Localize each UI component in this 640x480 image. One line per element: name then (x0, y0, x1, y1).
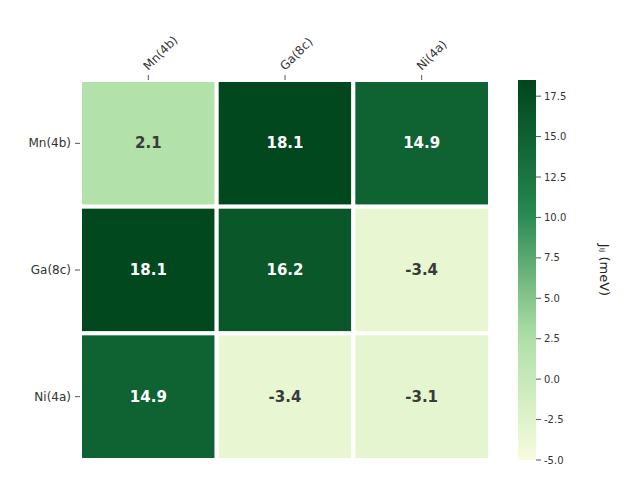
y-axis: Mn(4b) Ga(8c) Ni(4a) (28, 136, 80, 403)
data-label: 18.1 (130, 261, 167, 279)
y-tick (75, 270, 80, 271)
cell (217, 207, 354, 334)
data-label: -3.1 (405, 388, 438, 406)
data-label: -3.4 (269, 388, 302, 406)
x-axis: Mn(4b) Ga(8c) Ni(4a) (141, 33, 450, 80)
y-tick-label: Ni(4a) (34, 390, 71, 404)
colorbar-tick (536, 338, 541, 339)
data-label: 2.1 (135, 134, 162, 152)
colorbar-tick (536, 419, 541, 420)
colorbar-tick (536, 217, 541, 218)
x-tick (285, 75, 286, 80)
cells (80, 80, 490, 460)
colorbar-tick-label: 15.0 (544, 131, 566, 142)
colorbar-tick-label: 12.5 (544, 172, 566, 183)
cell (353, 333, 490, 460)
cell (353, 80, 490, 207)
colorbar-tick-label: 10.0 (544, 212, 566, 223)
data-label: 14.9 (403, 134, 440, 152)
colorbar: -5.0 -2.5 0.0 2.5 5.0 7.5 10.0 12.5 15.0 17.5 Jᵢⱼ … (518, 80, 612, 466)
colorbar-tick-label: 7.5 (544, 252, 560, 263)
colorbar-tick-label: -2.5 (544, 414, 564, 425)
x-tick (148, 75, 149, 80)
cell (353, 207, 490, 334)
data-label: 18.1 (266, 134, 303, 152)
x-tick-label: Ga(8c) (277, 35, 315, 73)
colorbar-tick-label: 5.0 (544, 293, 560, 304)
colorbar-tick-label: 17.5 (544, 91, 566, 102)
data-label: 16.2 (266, 261, 303, 279)
x-tick-label: Ni(4a) (414, 37, 450, 73)
colorbar-tick (536, 136, 541, 137)
data-label: 14.9 (130, 388, 167, 406)
cell (217, 333, 354, 460)
cell-labels: 2.1 18.1 14.9 18.1 16.2 -3.4 14.9 -3.4 -3.1 (130, 134, 440, 405)
colorbar-gradient (518, 80, 536, 460)
cell (80, 207, 217, 334)
cell (80, 333, 217, 460)
cell (80, 80, 217, 207)
data-label: -3.4 (405, 261, 438, 279)
y-tick (75, 396, 80, 397)
colorbar-tick (536, 257, 541, 258)
colorbar-tick (536, 96, 541, 97)
colorbar-tick-label: 0.0 (544, 374, 560, 385)
cell (217, 80, 354, 207)
colorbar-label: Jᵢⱼ (meV) (597, 243, 612, 296)
y-tick (75, 143, 80, 144)
colorbar-tick (536, 298, 541, 299)
colorbar-tick (536, 379, 541, 380)
colorbar-tick-label: -5.0 (544, 455, 564, 466)
x-tick-label: Mn(4b) (141, 33, 181, 73)
colorbar-tick (536, 460, 541, 461)
colorbar-tick (536, 177, 541, 178)
chart: 2.1 18.1 14.9 18.1 16.2 -3.4 14.9 -3.4 -3.1 Mn(4b… (0, 0, 640, 480)
colorbar-tick-label: 2.5 (544, 333, 560, 344)
y-tick-label: Mn(4b) (28, 136, 71, 150)
y-tick-label: Ga(8c) (31, 263, 71, 277)
x-tick (421, 75, 422, 80)
